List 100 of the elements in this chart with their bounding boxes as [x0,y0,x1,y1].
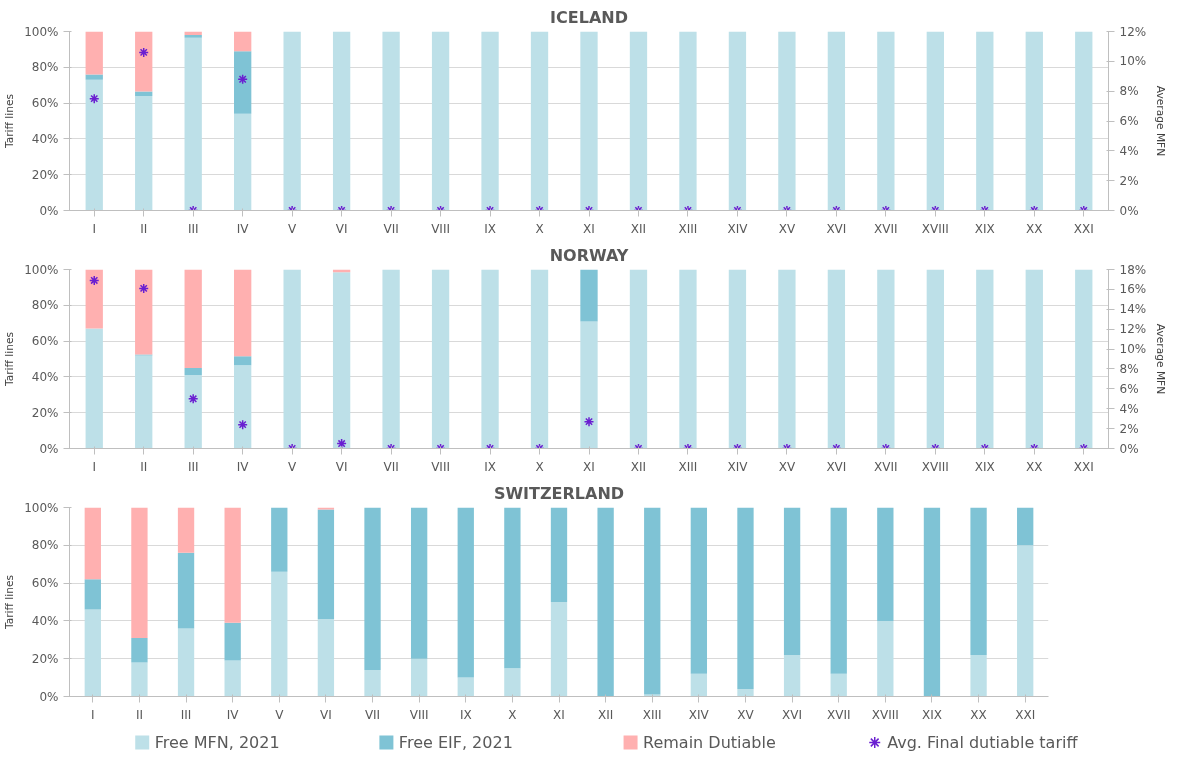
x-tick-label: XVI [782,707,803,722]
y2-axis-title: Average MFN [1154,323,1168,395]
y2-tick-label: 0% [1119,441,1139,456]
x-tick-label: VII [383,459,399,474]
x-tick-label: XXI [1015,707,1036,722]
x-tick-label: II [140,221,148,236]
chart-title: NORWAY [549,245,629,265]
x-tick-label: II [135,707,143,722]
y-tick-label: 80% [31,60,59,75]
chart-title: ICELAND [550,7,628,27]
x-tick-label: XV [737,707,755,722]
x-tick-label: VIII [409,707,429,722]
x-tick-label: II [140,459,148,474]
x-tick-label: I [92,221,97,236]
y-tick-label: 40% [31,131,59,146]
x-tick-label: XIV [727,459,749,474]
x-tick-label: I [92,459,97,474]
y-axis-title: Tariff lines [3,574,17,631]
x-tick-label: XII [597,707,614,722]
x-tick-label: XIV [727,221,749,236]
x-tick-label: XIII [678,221,698,236]
y2-tick-label: 2% [1119,173,1139,188]
x-tick-label: VI [335,221,348,236]
x-tick-label: XVI [826,459,847,474]
y2-tick-label: 6% [1119,381,1139,396]
x-tick-label: VI [320,707,332,722]
x-tick-label: XI [553,707,565,722]
x-tick-label: XV [778,221,796,236]
y-tick-label: 0% [39,203,59,218]
chart-title: SWITZERLAND [493,483,625,503]
x-tick-label: VIII [431,221,450,236]
x-tick-label: XXI [1073,459,1094,474]
y2-tick-label: 12% [1119,322,1147,337]
x-tick-label: XVIII [871,707,899,722]
x-tick-label: XX [1026,459,1043,474]
x-tick-label: IX [484,221,496,236]
y-tick-label: 100% [24,262,59,277]
x-tick-label: VIII [431,459,450,474]
x-tick-label: XIX [921,707,942,722]
x-tick-label: X [535,221,544,236]
y2-tick-label: 8% [1119,84,1139,99]
x-tick-label: IX [459,707,472,722]
x-tick-label: XX [970,707,987,722]
y2-tick-label: 14% [1119,302,1147,317]
y2-tick-label: 16% [1119,282,1147,297]
x-tick-label: XII [630,221,647,236]
y2-tick-label: 6% [1119,114,1139,128]
y-tick-label: 100% [24,500,59,515]
x-tick-label: VII [383,221,399,236]
x-tick-label: III [187,221,199,236]
x-tick-label: V [275,707,285,722]
x-tick-label: VII [364,707,381,722]
y-tick-label: 40% [31,613,59,628]
x-tick-label: XVIII [921,221,949,236]
y2-tick-label: 8% [1119,361,1139,376]
y-tick-label: 40% [31,369,59,384]
x-tick-label: XIII [678,459,698,474]
x-tick-label: X [535,459,544,474]
y-axis-title: Tariff lines [3,93,17,150]
x-tick-label: III [180,707,192,722]
x-tick-label: XI [583,459,595,474]
x-tick-label: V [288,221,298,236]
y-tick-label: 80% [31,538,59,553]
x-tick-label: XXI [1073,221,1094,236]
x-tick-label: XI [583,221,595,236]
y-tick-label: 0% [39,689,59,704]
y2-tick-label: 4% [1119,143,1139,158]
x-tick-label: IV [236,221,250,236]
y-tick-label: 60% [31,96,59,111]
x-tick-label: XII [630,459,647,474]
y2-tick-label: 0% [1119,203,1139,218]
y-tick-label: 0% [39,441,59,456]
x-tick-label: XVII [874,221,898,236]
x-tick-label: XIX [974,459,995,474]
x-tick-label: III [187,459,199,474]
y-tick-label: 20% [31,167,59,182]
y-tick-label: 20% [31,651,59,666]
y2-tick-label: 10% [1119,342,1147,357]
x-tick-label: XVI [826,221,847,236]
x-tick-label: IX [484,459,496,474]
y2-tick-label: 10% [1119,54,1147,69]
x-tick-label: X [508,707,517,722]
y2-tick-label: 12% [1119,24,1147,39]
legend-label: Avg. Final dutiable tariff [887,733,1079,752]
x-tick-label: XVII [874,459,898,474]
x-tick-label: VI [335,459,348,474]
legend-label: Remain Dutiable [643,733,776,752]
y2-tick-label: 18% [1119,262,1147,277]
y-tick-label: 60% [31,334,59,349]
x-tick-label: XV [778,459,796,474]
y2-tick-label: 4% [1119,401,1139,416]
x-tick-label: IV [226,707,240,722]
y-tick-label: 80% [31,298,59,313]
x-tick-label: XIII [642,707,662,722]
x-tick-label: V [288,459,298,474]
x-tick-label: XVIII [921,459,949,474]
y-axis-title: Tariff lines [3,331,17,388]
x-tick-label: XX [1026,221,1043,236]
legend-label: Free EIF, 2021 [398,733,513,752]
y-tick-label: 20% [31,405,59,420]
